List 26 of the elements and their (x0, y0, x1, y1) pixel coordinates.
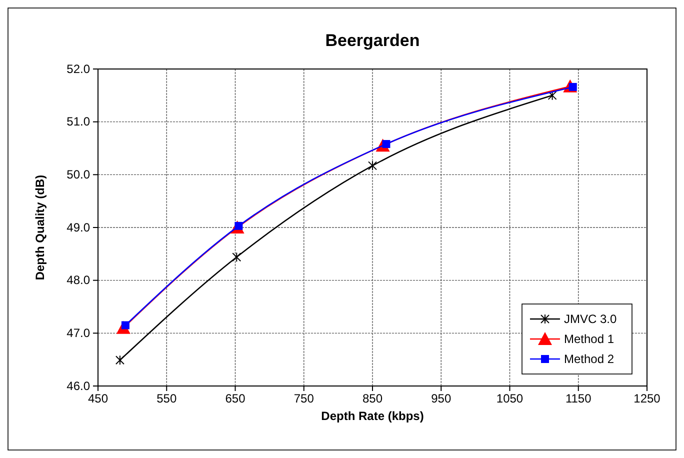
x-tick-label: 550 (156, 392, 177, 406)
x-axis-title: Depth Rate (kbps) (321, 409, 424, 423)
y-tick-label: 47.0 (66, 326, 90, 340)
x-tick-label: 1250 (634, 392, 661, 406)
chart-title: Beergarden (325, 31, 420, 50)
point (368, 160, 377, 171)
point (548, 90, 557, 100)
x-tick-label: 450 (88, 392, 108, 406)
x-tick-label: 750 (294, 392, 314, 406)
legend-label: Method 1 (564, 332, 614, 346)
x-tick-label: 1150 (565, 392, 592, 406)
legend-label: Method 2 (564, 352, 614, 366)
y-tick-label: 48.0 (66, 273, 90, 288)
y-axis-title: Depth Quality (dB) (33, 174, 47, 280)
y-tick-label: 50.0 (66, 168, 90, 182)
y-tick-label: 51.0 (66, 114, 90, 129)
point (115, 355, 124, 366)
legend-label: JMVC 3.0 (564, 312, 618, 326)
y-tick-label: 46.0 (66, 378, 90, 393)
x-tick-label: 850 (362, 392, 383, 406)
x-tick-label: 950 (431, 392, 452, 406)
y-tick-label: 52.0 (66, 62, 90, 76)
x-tick-label: 1050 (496, 392, 524, 406)
x-tick-label: 650 (225, 392, 246, 406)
y-tick-label: 49.0 (66, 220, 90, 234)
point (232, 252, 242, 262)
